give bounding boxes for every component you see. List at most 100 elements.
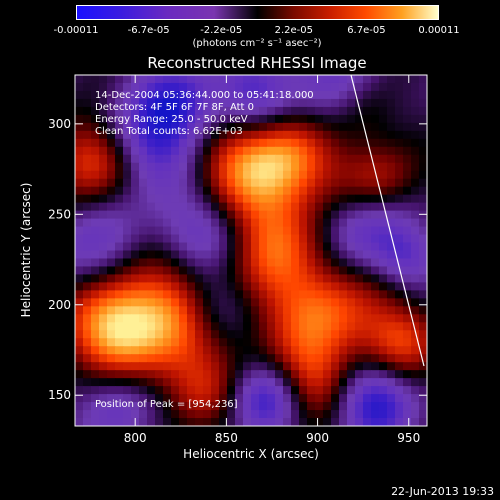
heatmap-cell xyxy=(315,106,324,116)
heatmap-cell xyxy=(355,194,364,204)
heatmap-cell xyxy=(155,258,164,268)
heatmap-cell xyxy=(227,338,236,347)
heatmap-cell xyxy=(315,122,324,132)
heatmap-cell xyxy=(339,138,348,148)
heatmap-cell xyxy=(259,114,268,124)
heatmap-cell xyxy=(83,386,92,395)
heatmap-cell xyxy=(115,90,124,100)
heatmap-cell xyxy=(147,298,156,307)
heatmap-cell xyxy=(347,306,356,315)
heatmap-cell xyxy=(299,346,308,355)
heatmap-cell xyxy=(163,418,172,426)
heatmap-cell xyxy=(83,106,92,116)
heatmap-cell xyxy=(395,250,404,260)
heatmap-cell xyxy=(91,178,100,188)
heatmap-cell xyxy=(339,242,348,252)
heatmap-cell xyxy=(203,146,212,156)
heatmap-cell xyxy=(395,338,404,347)
heatmap-cell xyxy=(299,146,308,156)
heatmap-cell xyxy=(99,234,108,244)
heatmap-cell xyxy=(291,314,300,323)
heatmap-cell xyxy=(235,306,244,315)
heatmap-cell xyxy=(115,410,124,419)
heatmap-cell xyxy=(275,290,284,299)
heatmap-cell xyxy=(107,242,116,252)
heatmap-cell xyxy=(307,282,316,291)
heatmap-cell xyxy=(107,282,116,291)
heatmap-cell xyxy=(235,226,244,236)
heatmap-cell xyxy=(211,362,220,371)
heatmap-cell xyxy=(403,266,412,276)
heatmap-cell xyxy=(211,154,220,164)
annotation-clean: Clean Total counts: 6.62E+03 xyxy=(95,126,243,137)
heatmap-cell xyxy=(403,314,412,323)
heatmap-cell xyxy=(243,242,252,252)
heatmap-cell xyxy=(251,146,260,156)
heatmap-cell xyxy=(395,370,404,379)
heatmap-cell xyxy=(131,378,140,387)
heatmap-cell xyxy=(395,210,404,220)
heatmap-cell xyxy=(275,370,284,379)
heatmap-cell xyxy=(323,330,332,339)
heatmap-cell xyxy=(75,210,84,220)
heatmap-cell xyxy=(307,322,316,331)
heatmap-cell xyxy=(219,298,228,307)
heatmap-cell xyxy=(323,122,332,132)
heatmap-cell xyxy=(123,194,132,204)
heatmap-cell xyxy=(379,202,388,212)
heatmap-cell xyxy=(195,370,204,379)
colorbar-unit: (photons cm⁻² s⁻¹ asec⁻²) xyxy=(192,38,322,49)
heatmap-cell xyxy=(355,258,364,268)
heatmap-cell xyxy=(387,402,396,411)
heatmap-cell xyxy=(171,370,180,379)
heatmap-cell xyxy=(179,370,188,379)
heatmap-cell xyxy=(363,250,372,260)
heatmap-cell xyxy=(163,138,172,148)
heatmap-cell xyxy=(187,410,196,419)
heatmap-cell xyxy=(163,394,172,403)
heatmap-cell xyxy=(139,178,148,188)
heatmap-cell xyxy=(347,338,356,347)
heatmap-cell xyxy=(219,362,228,371)
heatmap-cell xyxy=(371,162,380,172)
heatmap-cell xyxy=(195,202,204,212)
heatmap-cell xyxy=(323,386,332,395)
heatmap-cell xyxy=(195,82,204,92)
heatmap-cell xyxy=(139,234,148,244)
heatmap-cell xyxy=(115,75,124,84)
heatmap-cell xyxy=(203,354,212,363)
heatmap-cell xyxy=(371,306,380,315)
heatmap-cell xyxy=(139,250,148,260)
heatmap-cell xyxy=(83,298,92,307)
heatmap-cell xyxy=(275,250,284,260)
heatmap-cell xyxy=(331,250,340,260)
heatmap-cell xyxy=(339,354,348,363)
heatmap-cell xyxy=(99,298,108,307)
heatmap-cell xyxy=(403,194,412,204)
heatmap-cell xyxy=(219,98,228,108)
heatmap-cell xyxy=(259,122,268,132)
heatmap-cell xyxy=(371,90,380,100)
heatmap-cell xyxy=(107,98,116,108)
heatmap-cell xyxy=(155,378,164,387)
heatmap-cell xyxy=(131,402,140,411)
heatmap-cell xyxy=(315,242,324,252)
heatmap-cell xyxy=(211,410,220,419)
heatmap-cell xyxy=(339,290,348,299)
heatmap-cell xyxy=(411,330,420,339)
heatmap-cell xyxy=(83,354,92,363)
heatmap-cell xyxy=(243,250,252,260)
heatmap-cell xyxy=(387,178,396,188)
heatmap-cell xyxy=(107,218,116,228)
heatmap-cell xyxy=(307,378,316,387)
heatmap-cell xyxy=(267,298,276,307)
heatmap-cell xyxy=(387,218,396,228)
heatmap-cell xyxy=(267,338,276,347)
heatmap-cell xyxy=(387,186,396,196)
heatmap-cell xyxy=(395,90,404,100)
heatmap-cell xyxy=(83,218,92,228)
heatmap-cell xyxy=(115,242,124,252)
heatmap-cell xyxy=(403,90,412,100)
heatmap-cell xyxy=(251,210,260,220)
